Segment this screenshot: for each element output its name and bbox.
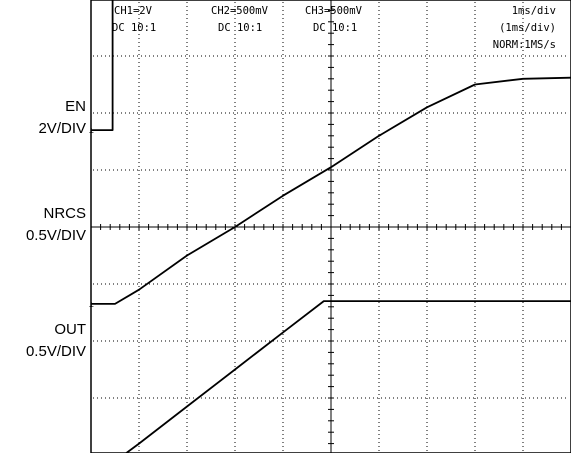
- en-scale-label: 2V/DIV: [38, 120, 86, 137]
- ch2-scale: CH2=500mV: [211, 5, 269, 17]
- timebase: 1ms/div: [512, 5, 556, 17]
- trace-nrcs: [91, 76, 571, 305]
- channel-labels: EN 2V/DIV NRCS 0.5V/DIV OUT 0.5V/DIV: [26, 98, 86, 360]
- ch2-coupling: DC 10:1: [218, 22, 262, 34]
- graticule: [90, 0, 571, 453]
- ch1-scale: CH1=2V: [114, 5, 153, 17]
- plot-area: ⊥⊥⊥: [89, 0, 571, 453]
- nrcs-scale-label: 0.5V/DIV: [26, 227, 86, 244]
- ch3-scale: CH3=500mV: [305, 5, 363, 17]
- out-scale-label: 0.5V/DIV: [26, 343, 86, 360]
- trace-out: [124, 300, 571, 453]
- acquisition-mode: NORM:1MS/s: [493, 39, 556, 51]
- out-label: OUT: [54, 321, 86, 338]
- timebase-sub: (1ms/div): [499, 22, 556, 34]
- ch1-coupling: DC 10:1: [112, 22, 156, 34]
- en-label: EN: [65, 98, 86, 115]
- nrcs-label: NRCS: [43, 205, 86, 222]
- trace-en: [91, 0, 114, 131]
- ch3-coupling: DC 10:1: [313, 22, 357, 34]
- traces: [91, 0, 571, 453]
